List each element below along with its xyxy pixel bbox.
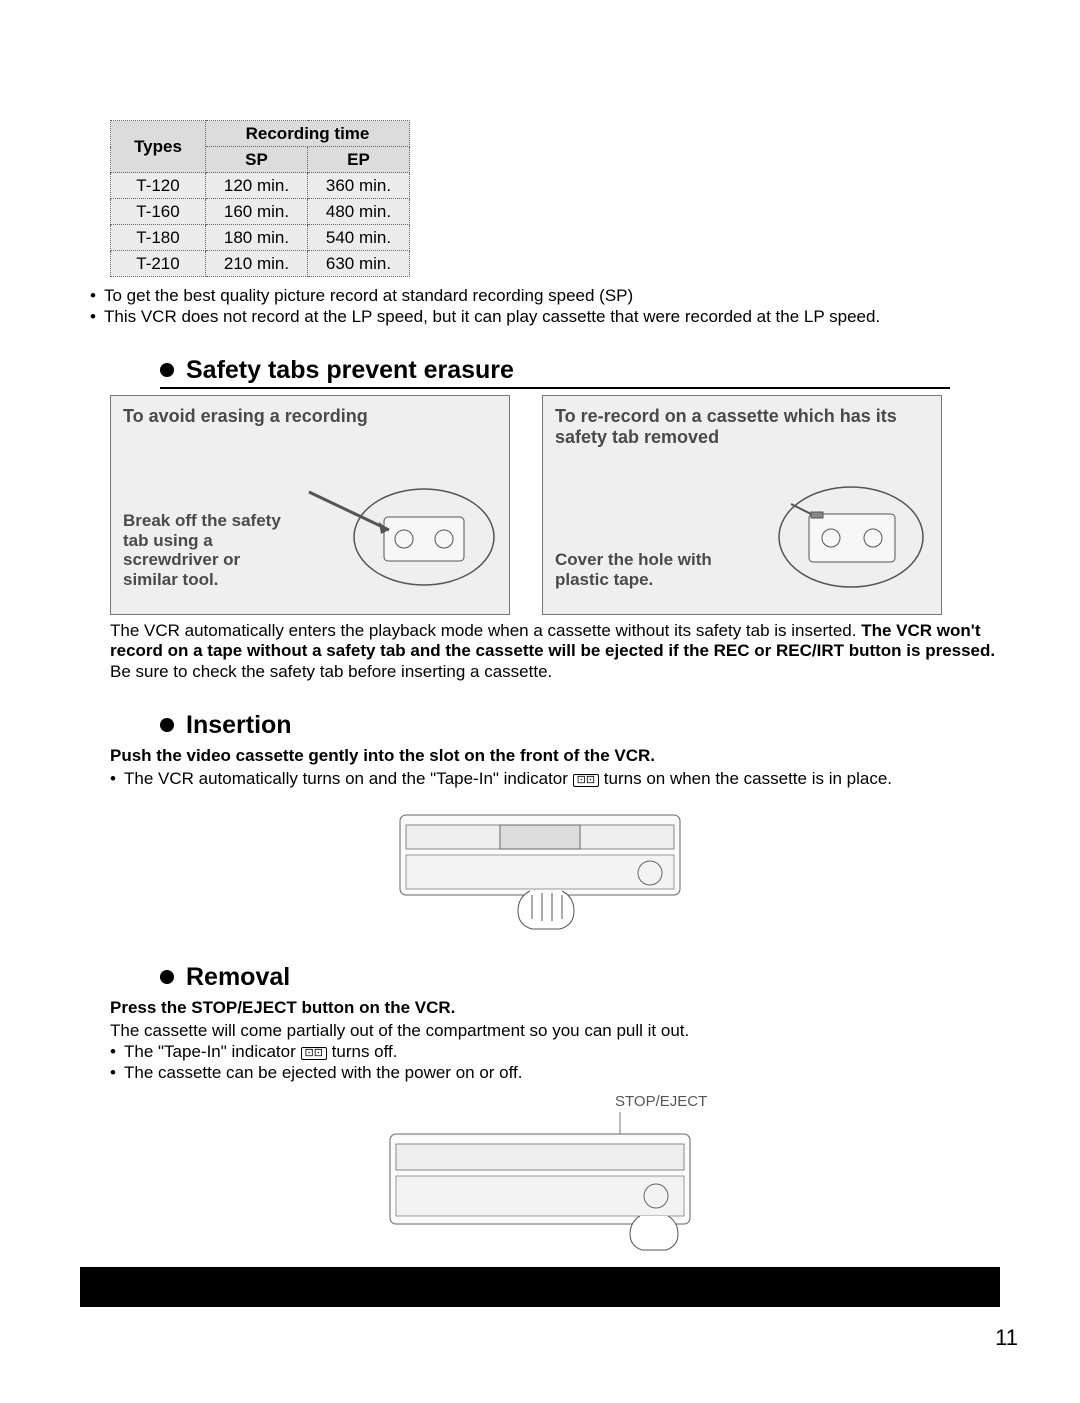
bullet-icon bbox=[160, 363, 174, 377]
safety-follow-after: Be sure to check the safety tab before i… bbox=[110, 662, 552, 681]
safety-box-rerecord: To re-record on a cassette which has its… bbox=[542, 395, 942, 615]
rec-table-sp-header: SP bbox=[206, 147, 308, 173]
rec-ep: 360 min. bbox=[308, 173, 410, 199]
removal-b1: The "Tape-In" indicator ⊡⊡ turns off. bbox=[124, 1041, 398, 1062]
insertion-b1: The VCR automatically turns on and the "… bbox=[124, 768, 892, 789]
bullet-icon bbox=[160, 970, 174, 984]
cassette-tape-hole-icon bbox=[731, 462, 931, 602]
removal-heading: Removal bbox=[160, 963, 950, 992]
rec-table-ep-header: EP bbox=[308, 147, 410, 173]
removal-b2: The cassette can be ejected with the pow… bbox=[124, 1062, 522, 1083]
safety-boxes: To avoid erasing a recording Break off t… bbox=[110, 395, 1000, 615]
rec-ep: 540 min. bbox=[308, 225, 410, 251]
safety-box2-instr: Cover the hole with plastic tape. bbox=[555, 550, 725, 589]
insertion-heading-text: Insertion bbox=[186, 711, 292, 740]
rec-ep: 480 min. bbox=[308, 199, 410, 225]
rec-sp: 210 min. bbox=[206, 251, 308, 277]
cassette-break-tab-icon bbox=[299, 462, 499, 602]
rec-note-2: This VCR does not record at the LP speed… bbox=[104, 306, 880, 327]
safety-follow-before: The VCR automatically enters the playbac… bbox=[110, 621, 861, 640]
table-row: T-160 160 min. 480 min. bbox=[111, 199, 410, 225]
insertion-heading: Insertion bbox=[160, 711, 950, 740]
rec-type: T-160 bbox=[111, 199, 206, 225]
stop-eject-label: STOP/EJECT bbox=[615, 1093, 707, 1110]
rec-note-1: To get the best quality picture record a… bbox=[104, 285, 633, 306]
table-row: T-210 210 min. 630 min. bbox=[111, 251, 410, 277]
safety-box-avoid: To avoid erasing a recording Break off t… bbox=[110, 395, 510, 615]
table-row: T-180 180 min. 540 min. bbox=[111, 225, 410, 251]
removal-heading-text: Removal bbox=[186, 963, 290, 992]
tape-in-indicator-icon: ⊡⊡ bbox=[573, 774, 599, 787]
insertion-sub: Push the video cassette gently into the … bbox=[110, 746, 1000, 766]
removal-sub: Press the STOP/EJECT button on the VCR. bbox=[110, 998, 1000, 1018]
rec-type: T-120 bbox=[111, 173, 206, 199]
removal-lines: The cassette will come partially out of … bbox=[110, 1020, 1000, 1084]
vcr-front-eject-icon: STOP/EJECT bbox=[370, 1090, 710, 1260]
rec-sp: 120 min. bbox=[206, 173, 308, 199]
table-row: T-120 120 min. 360 min. bbox=[111, 173, 410, 199]
page-number: 11 bbox=[995, 1325, 1018, 1351]
rec-sp: 180 min. bbox=[206, 225, 308, 251]
recording-notes: • To get the best quality picture record… bbox=[90, 285, 1000, 328]
safety-box2-caption: To re-record on a cassette which has its… bbox=[555, 406, 929, 448]
safety-box1-caption: To avoid erasing a recording bbox=[123, 406, 497, 427]
vcr-front-insert-icon bbox=[380, 795, 700, 935]
removal-line: The cassette will come partially out of … bbox=[110, 1020, 1000, 1041]
rec-type: T-180 bbox=[111, 225, 206, 251]
rec-table-types-header: Types bbox=[111, 121, 206, 173]
vcr-insert-figure bbox=[80, 795, 1000, 935]
rec-ep: 630 min. bbox=[308, 251, 410, 277]
safety-heading: Safety tabs prevent erasure bbox=[160, 356, 950, 389]
footer-blackbar bbox=[80, 1267, 1000, 1307]
recording-time-table: Types Recording time SP EP T-120 120 min… bbox=[110, 120, 410, 277]
vcr-eject-figure: STOP/EJECT bbox=[80, 1090, 1000, 1260]
safety-followup: The VCR automatically enters the playbac… bbox=[110, 621, 1010, 683]
rec-sp: 160 min. bbox=[206, 199, 308, 225]
tape-in-indicator-icon: ⊡⊡ bbox=[301, 1047, 327, 1060]
rec-type: T-210 bbox=[111, 251, 206, 277]
insertion-bullets: • The VCR automatically turns on and the… bbox=[110, 768, 1000, 789]
rec-table-rectime-header: Recording time bbox=[206, 121, 410, 147]
safety-heading-text: Safety tabs prevent erasure bbox=[186, 356, 514, 385]
bullet-icon bbox=[160, 718, 174, 732]
safety-box1-instr: Break off the safety tab using a screwdr… bbox=[123, 511, 293, 589]
